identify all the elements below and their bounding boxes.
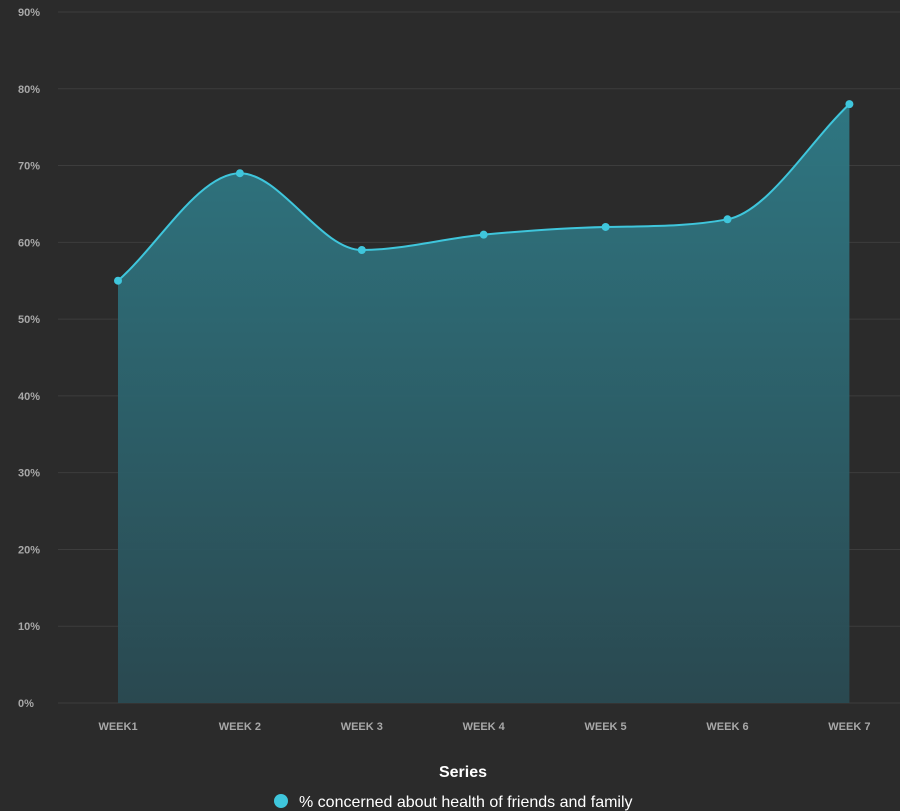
data-point[interactable]: [114, 276, 122, 285]
y-tick-label: 20%: [18, 544, 40, 556]
y-tick-label: 60%: [18, 237, 40, 249]
legend: Series % concerned about health of frien…: [274, 764, 633, 811]
y-axis-ticks: 0% 10% 20% 30% 40% 50% 60% 70% 80% 90%: [18, 7, 40, 710]
data-point[interactable]: [845, 100, 854, 109]
y-tick-label: 50%: [18, 314, 40, 326]
x-axis-ticks: WEEK1 WEEK 2 WEEK 3 WEEK 4 WEEK 5 WEEK 6 WEEK …: [98, 721, 870, 733]
series-area: [117, 103, 851, 704]
data-point[interactable]: [601, 222, 610, 231]
y-tick-label: 40%: [18, 391, 40, 403]
x-tick-label: WEEK 3: [341, 721, 383, 733]
x-tick-label: WEEK 7: [828, 721, 870, 733]
y-tick-label: 30%: [18, 468, 40, 480]
area-fill: [118, 104, 850, 704]
x-tick-label: WEEK 6: [706, 721, 748, 733]
data-point[interactable]: [235, 169, 244, 178]
data-point[interactable]: [357, 246, 366, 255]
data-points: [114, 100, 854, 285]
legend-item-label[interactable]: % concerned about health of friends and …: [299, 794, 633, 811]
x-tick-label: WEEK1: [98, 721, 137, 733]
x-tick-label: WEEK 4: [463, 721, 506, 733]
y-tick-label: 10%: [18, 621, 40, 633]
x-tick-label: WEEK 5: [585, 721, 627, 733]
legend-marker[interactable]: [274, 794, 288, 808]
y-tick-label: 90%: [18, 7, 40, 19]
y-tick-label: 70%: [18, 161, 40, 173]
data-point[interactable]: [479, 230, 488, 239]
x-tick-label: WEEK 2: [219, 721, 261, 733]
data-point[interactable]: [723, 215, 732, 224]
y-tick-label: 0%: [18, 698, 34, 710]
legend-title: Series: [439, 764, 487, 781]
y-tick-label: 80%: [18, 84, 40, 96]
